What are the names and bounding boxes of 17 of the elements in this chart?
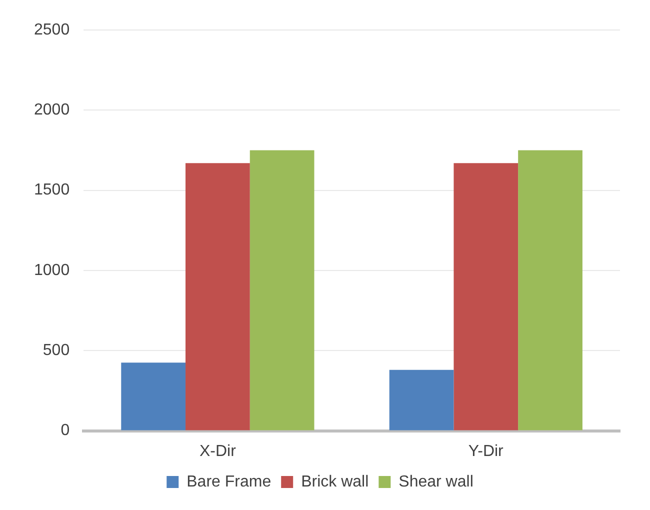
bar [121,362,186,430]
legend-label: Shear wall [398,473,474,490]
y-tick-label: 1500 [34,182,70,199]
bar [518,150,582,430]
x-tick-label: X-Dir [199,442,237,460]
bar [250,150,314,430]
y-tick-label: 1000 [34,262,70,279]
bar [186,163,250,430]
y-tick-label: 500 [42,342,70,360]
y-tick-label: 2500 [34,21,70,38]
y-tick-label: 2000 [34,102,70,119]
legend-label: Bare Frame [186,473,272,490]
legend-label: Brick wall [301,473,369,490]
y-tick-label: 0 [60,422,70,440]
x-tick-label: Y-Dir [468,442,504,460]
bar [389,370,454,430]
bar [454,163,518,430]
